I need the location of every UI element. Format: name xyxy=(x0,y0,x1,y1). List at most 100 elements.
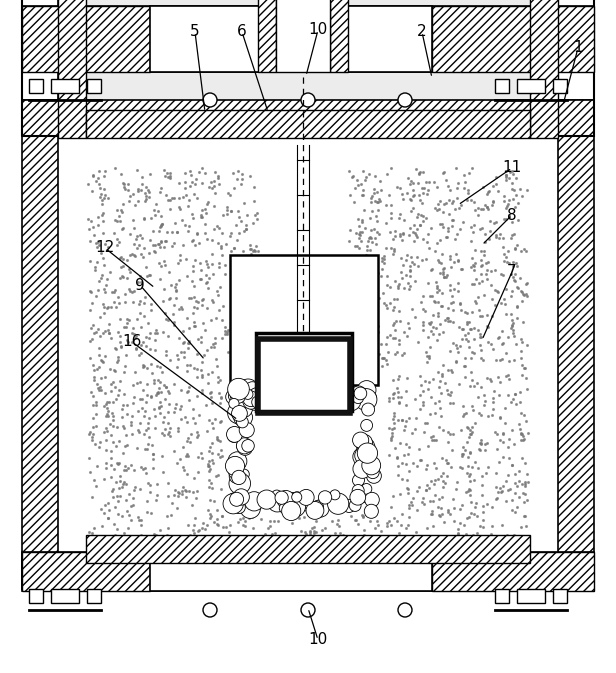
Point xyxy=(136,322,146,333)
Point xyxy=(107,485,117,496)
Point xyxy=(367,232,376,243)
Point xyxy=(207,417,217,428)
Point xyxy=(206,387,216,398)
Point xyxy=(250,246,260,256)
Point xyxy=(442,470,452,481)
Point xyxy=(501,170,511,180)
Point xyxy=(347,252,357,262)
Point xyxy=(354,221,364,232)
Point xyxy=(398,229,408,240)
Point xyxy=(235,514,245,525)
Point xyxy=(465,485,475,496)
Point xyxy=(457,263,467,274)
Point xyxy=(178,240,188,250)
Point xyxy=(136,529,145,540)
Point xyxy=(394,213,404,223)
Point xyxy=(179,461,188,472)
Point xyxy=(461,408,471,419)
Point xyxy=(139,297,149,308)
Point xyxy=(455,462,464,472)
Bar xyxy=(87,79,101,93)
Point xyxy=(408,178,418,189)
Circle shape xyxy=(354,387,367,400)
Point xyxy=(188,281,198,291)
Point xyxy=(452,182,462,193)
Point xyxy=(104,397,114,408)
Point xyxy=(352,273,362,284)
Point xyxy=(236,179,246,190)
Point xyxy=(387,388,397,399)
Point xyxy=(134,515,144,526)
Point xyxy=(507,285,517,296)
Point xyxy=(431,463,441,474)
Point xyxy=(198,205,208,215)
Point xyxy=(409,220,419,231)
Point xyxy=(173,423,183,433)
Point xyxy=(368,367,378,378)
Point xyxy=(163,406,173,417)
Circle shape xyxy=(239,469,249,479)
Point xyxy=(501,348,511,359)
Point xyxy=(245,244,255,254)
Point xyxy=(92,539,102,550)
Point xyxy=(196,448,206,459)
Point xyxy=(441,454,451,465)
Point xyxy=(438,475,448,486)
Point xyxy=(91,409,101,419)
Point xyxy=(94,179,104,190)
Circle shape xyxy=(299,391,314,406)
Bar xyxy=(22,100,58,589)
Point xyxy=(217,510,227,521)
Bar xyxy=(432,552,594,591)
Point xyxy=(456,305,466,316)
Point xyxy=(206,249,216,260)
Point xyxy=(418,291,428,302)
Point xyxy=(122,409,132,419)
Point xyxy=(122,272,132,283)
Point xyxy=(447,291,456,302)
Point xyxy=(174,202,184,213)
Point xyxy=(153,388,163,399)
Point xyxy=(469,264,479,275)
Point xyxy=(445,280,455,291)
Point xyxy=(223,187,233,198)
Point xyxy=(501,175,511,186)
Point xyxy=(456,264,466,275)
Point xyxy=(501,495,511,506)
Point xyxy=(397,415,407,425)
Point xyxy=(105,419,115,430)
Point xyxy=(389,317,399,328)
Point xyxy=(399,326,409,337)
Point xyxy=(121,544,131,555)
Point xyxy=(410,276,420,287)
Point xyxy=(209,176,219,186)
Point xyxy=(360,223,370,234)
Point xyxy=(367,300,376,311)
Point xyxy=(128,492,138,503)
Point xyxy=(93,212,103,223)
Point xyxy=(118,254,128,264)
Point xyxy=(192,363,201,374)
Point xyxy=(164,388,174,398)
Point xyxy=(128,397,137,408)
Point xyxy=(420,376,430,387)
Point xyxy=(369,353,379,364)
Point xyxy=(346,320,356,331)
Point xyxy=(109,297,119,308)
Point xyxy=(477,470,487,481)
Point xyxy=(183,520,193,531)
Point xyxy=(423,479,432,490)
Point xyxy=(415,444,424,454)
Point xyxy=(169,490,179,501)
Point xyxy=(197,453,207,464)
Point xyxy=(386,163,395,174)
Point xyxy=(129,465,139,476)
Point xyxy=(452,484,461,495)
Point xyxy=(243,209,253,220)
Point xyxy=(448,296,458,307)
Point xyxy=(334,528,344,538)
Point xyxy=(430,489,440,500)
Circle shape xyxy=(237,438,253,454)
Point xyxy=(475,223,485,234)
Point xyxy=(294,512,304,523)
